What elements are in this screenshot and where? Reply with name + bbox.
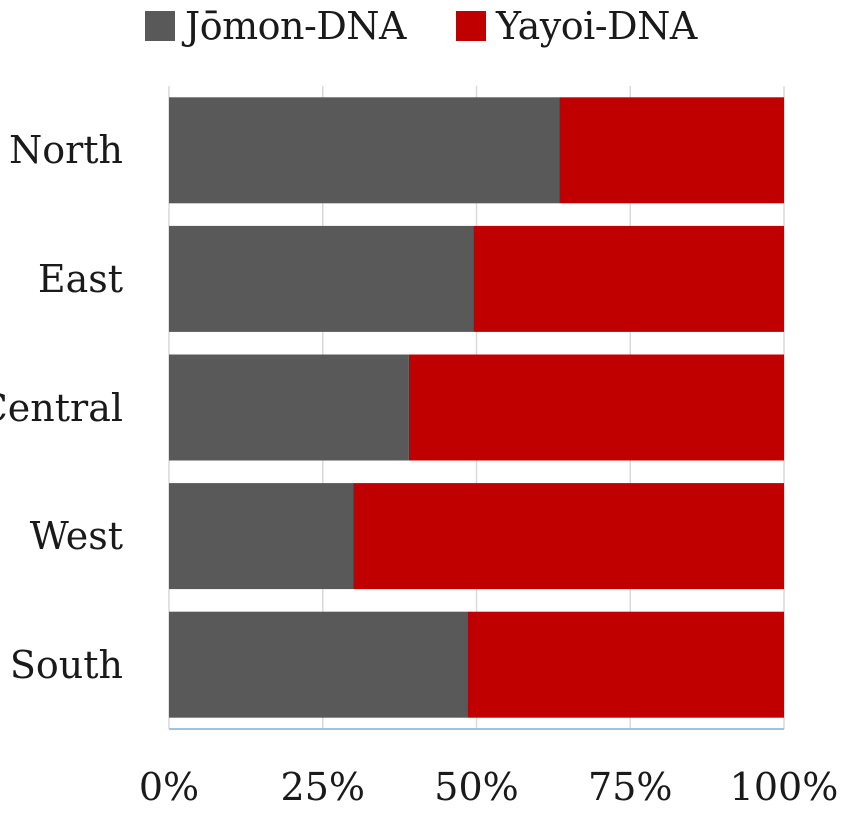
x-tick-label: 25% [280,765,365,809]
category-label-west: West [29,514,123,559]
legend-item-jomon: Jōmon-DNA [145,4,407,48]
category-label-central: Central [0,385,123,430]
bar-segment-jomon-west [169,483,354,590]
bar-segment-jomon-east [169,225,474,332]
category-label-east: East [37,256,123,301]
x-tick-label: 0% [138,765,200,809]
x-tick-label: 100% [729,765,839,809]
bar-segment-yayoi-north [559,97,784,204]
legend-swatch-yayoi [456,11,486,41]
bar-segment-yayoi-west [353,483,784,590]
legend-label-jomon: Jōmon-DNA [185,4,407,48]
bar-segment-jomon-north [169,97,560,204]
bar-segment-yayoi-central [408,354,784,461]
legend-label-yayoi: Yayoi-DNA [496,4,697,48]
x-tick-label: 50% [434,765,519,809]
legend-item-yayoi: Yayoi-DNA [456,4,697,48]
bar-segment-yayoi-south [467,611,784,718]
bar-segment-jomon-south [169,611,468,718]
category-label-south: South [9,642,123,687]
bar-segment-jomon-central [169,354,409,461]
bar-segment-yayoi-east [473,225,784,332]
legend: Jōmon-DNA Yayoi-DNA [145,4,747,48]
legend-swatch-jomon [145,11,175,41]
x-tick-label: 75% [588,765,673,809]
category-label-north: North [8,128,123,173]
